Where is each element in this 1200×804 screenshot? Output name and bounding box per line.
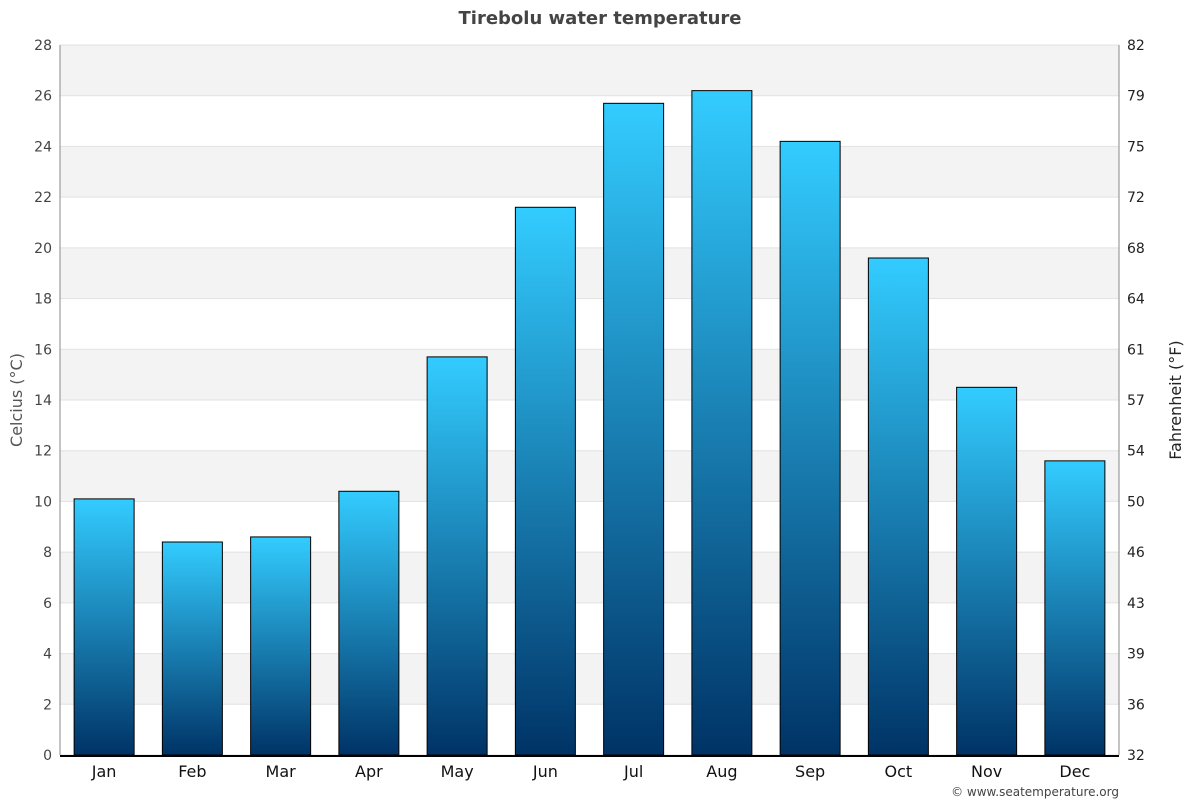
x-tick-label: Feb [178,762,206,781]
y-tick-label: 26 [34,89,52,105]
bar-oct [867,257,929,756]
bar-jun [514,206,576,756]
y-tick-label-right: 57 [1127,393,1145,409]
y-tick-label-right: 50 [1127,494,1145,510]
y-tick-label: 22 [34,190,52,206]
x-tick-label: Jun [532,762,558,781]
y-tick-label-right: 32 [1127,748,1145,764]
x-tick-label: Apr [355,762,383,781]
y-tick-label: 18 [34,292,52,308]
y-tick-label-right: 64 [1127,292,1145,308]
x-tick-label: Dec [1059,762,1090,781]
bar-dec [1044,460,1106,756]
bar-sep [779,140,841,756]
x-tick-label: Aug [706,762,737,781]
grid-band [60,247,1119,299]
bar-jul [603,102,665,756]
y-tick-label: 6 [43,596,52,612]
y-tick-label-right: 72 [1127,190,1145,206]
bar-apr [338,490,400,756]
y-tick-label-right: 39 [1127,647,1145,663]
y-tick-label: 14 [34,393,52,409]
bar-jan [73,498,135,756]
y-tick-label-right: 61 [1127,342,1145,358]
y-axis-label: Celcius (°C) [7,353,26,447]
x-tick-label: Oct [885,762,913,781]
y-tick-label: 4 [43,647,52,663]
grid-band [60,349,1119,400]
y-tick-label-right: 36 [1127,697,1145,713]
grid-band [60,450,1119,502]
y-tick-label: 10 [34,494,52,510]
bar-nov [956,386,1018,756]
y-tick-label-right: 79 [1127,89,1145,105]
chart-title: Tirebolu water temperature [459,8,742,29]
y-tick-label: 24 [34,139,52,155]
y-tick-label: 12 [34,444,52,460]
x-tick-label: Jul [623,762,643,781]
y-tick-label-right: 75 [1127,139,1145,155]
grid-band [60,653,1119,705]
grid-band [60,45,1119,96]
bar-mar [250,536,312,756]
y-tick-label: 28 [34,38,52,54]
x-tick-label: Sep [795,762,825,781]
grid-band [60,552,1119,603]
x-tick-label: May [441,762,474,781]
y-tick-label: 20 [34,241,52,257]
bar-feb [161,541,223,756]
y-axis-label-right: Fahrenheit (°F) [1166,340,1185,459]
x-tick-label: Mar [266,762,297,781]
x-tick-label: Nov [971,762,1002,781]
y-tick-label-right: 68 [1127,241,1145,257]
y-tick-label: 16 [34,342,52,358]
y-tick-label: 8 [43,545,52,561]
x-tick-label: Jan [91,762,117,781]
bar-may [426,356,488,756]
y-tick-label-right: 82 [1127,38,1145,54]
bar-aug [691,90,753,756]
footer-credit[interactable]: © www.seatemperature.org [951,785,1119,799]
y-tick-label: 0 [43,748,52,764]
y-tick-label-right: 46 [1127,545,1145,561]
y-tick-label-right: 43 [1127,596,1145,612]
grid-band [60,146,1119,198]
y-tick-label: 2 [43,697,52,713]
y-tick-label-right: 54 [1127,444,1145,460]
